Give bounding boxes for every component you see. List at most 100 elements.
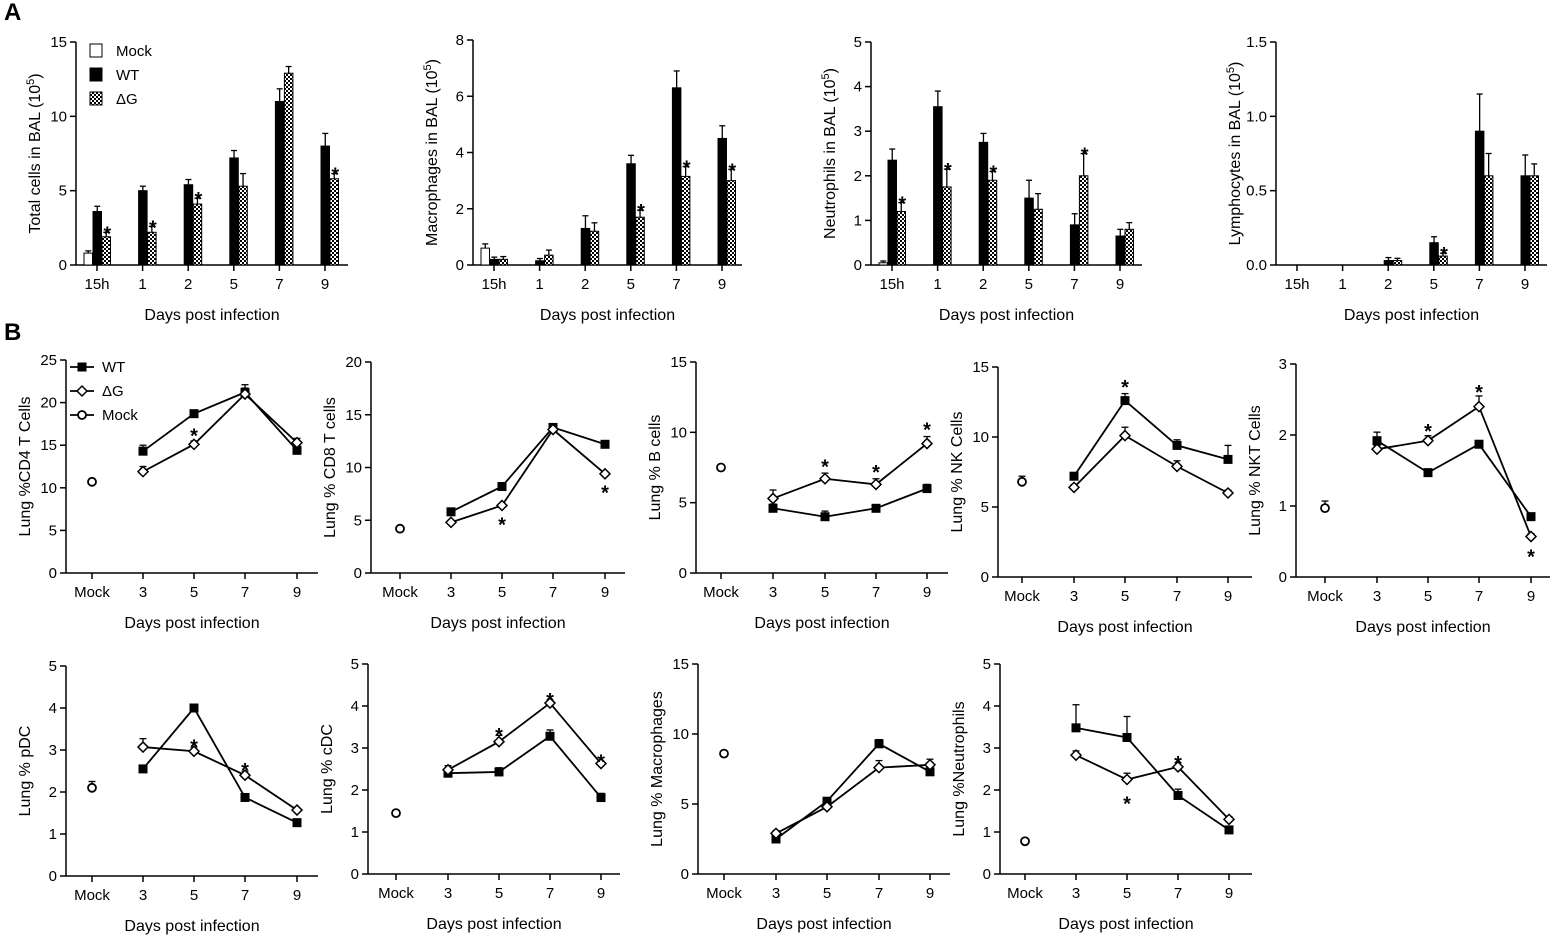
bar-delta-g: [896, 210, 906, 266]
significance-star: *: [190, 425, 198, 447]
y-axis-label: Neutrophils in BAL (105): [820, 68, 839, 239]
x-tick-label: 7: [1475, 276, 1483, 293]
marker-mock: [391, 808, 401, 818]
y-tick-label: 10: [672, 726, 689, 743]
bar-delta-g: [1078, 175, 1089, 266]
significance-star: *: [923, 420, 931, 442]
x-tick-label: 7: [1174, 885, 1182, 902]
y-tick-label: 10: [40, 480, 57, 497]
bar-delta-g: [283, 72, 294, 266]
bar-wt: [320, 145, 330, 266]
y-tick-label: 10: [972, 429, 989, 446]
series-line-wt: [772, 487, 928, 518]
marker-delta-g: [136, 465, 150, 478]
bar-delta-g: [1124, 228, 1134, 266]
series-line-delta-g: [772, 442, 928, 500]
marker-wt: [189, 703, 199, 713]
legend-label: ΔG: [116, 91, 138, 108]
y-tick-label: 0: [679, 565, 687, 582]
significance-star: *: [1424, 421, 1432, 443]
series-line-wt: [142, 706, 298, 824]
x-tick-label: Mock: [1307, 588, 1343, 605]
x-tick-label: 3: [444, 885, 452, 902]
marker-wt: [292, 445, 302, 455]
y-tick-label: 20: [345, 354, 362, 371]
marker-delta-g: [187, 745, 201, 758]
panel-label-a: A: [4, 0, 21, 26]
marker-delta-g: [290, 436, 304, 449]
y-tick-label: 10: [50, 108, 67, 125]
x-tick-label: Mock: [378, 885, 414, 902]
y-axis-label: Lymphocytes in BAL (105): [1225, 62, 1244, 246]
bar-delta-g: [544, 254, 554, 266]
series-line-delta-g: [1075, 754, 1230, 821]
series-line-wt: [1073, 399, 1229, 477]
panel-label-b: B: [4, 319, 21, 346]
bar-wt: [933, 106, 943, 266]
x-tick-label: 9: [926, 885, 934, 902]
marker-mock: [87, 476, 97, 487]
marker-delta-g: [136, 740, 150, 754]
marker-wt: [77, 362, 87, 372]
y-tick-label: 15: [345, 407, 362, 424]
marker-delta-g: [1069, 749, 1083, 762]
y-tick-label: 2: [854, 168, 862, 185]
x-tick-label: 7: [872, 584, 880, 601]
x-tick-label: 5: [1123, 885, 1131, 902]
x-tick-label: 2: [581, 276, 589, 293]
x-tick-label: 3: [1070, 588, 1078, 605]
y-tick-label: 2: [456, 201, 464, 218]
marker-wt: [240, 792, 250, 802]
y-tick-label: 2: [1279, 427, 1287, 444]
marker-mock: [87, 782, 97, 793]
y-tick-label: 0: [854, 257, 862, 274]
marker-wt: [446, 507, 456, 517]
y-axis-label: Lung % Macrophages: [649, 691, 666, 847]
marker-delta-g: [923, 758, 937, 771]
marker-wt: [600, 439, 610, 449]
bar-wt: [717, 137, 727, 266]
y-tick-label: 2: [49, 784, 57, 801]
significance-star: *: [149, 217, 157, 239]
x-tick-label: 5: [190, 887, 198, 904]
significance-star: *: [944, 160, 952, 182]
bar-delta-g: [942, 186, 952, 266]
y-axis-label: Total cells in BAL (105): [25, 73, 44, 233]
significance-star: *: [331, 165, 339, 187]
x-tick-label: 9: [597, 885, 605, 902]
legend-swatch: [89, 67, 103, 82]
marker-delta-g: [75, 384, 89, 398]
marker-wt: [925, 767, 935, 777]
y-tick-label: 4: [49, 700, 57, 717]
marker-mock: [1020, 836, 1030, 847]
y-axis-label: Lung % pDC: [17, 726, 34, 817]
y-tick-label: 5: [354, 512, 362, 529]
y-tick-label: 5: [983, 656, 991, 673]
significance-star: *: [1440, 244, 1448, 266]
y-tick-label: 4: [854, 79, 862, 96]
x-axis-label: Days post infection: [426, 916, 561, 933]
significance-star: *: [1123, 794, 1131, 816]
bar-delta-g: [635, 216, 645, 266]
y-tick-label: 15: [50, 34, 67, 51]
y-tick-label: 20: [40, 395, 57, 412]
y-tick-label: 5: [59, 183, 67, 200]
x-tick-label: Mock: [1007, 885, 1043, 902]
series-line-wt: [1376, 439, 1532, 518]
marker-wt: [1224, 825, 1234, 835]
bar-delta-g: [498, 258, 508, 266]
y-axis-label: Lung % CD8 T cells: [322, 397, 339, 538]
x-tick-label: 3: [1072, 885, 1080, 902]
x-tick-label: 5: [1025, 276, 1033, 293]
x-axis-label: Days post infection: [124, 615, 259, 632]
marker-wt: [138, 446, 148, 456]
y-tick-label: 1: [854, 212, 862, 229]
marker-wt: [1172, 440, 1182, 450]
x-tick-label: 9: [1116, 276, 1124, 293]
bar-delta-g: [238, 185, 248, 266]
x-tick-label: 7: [1173, 588, 1181, 605]
bar-delta-g: [726, 180, 736, 266]
x-axis-label: Days post infection: [124, 918, 259, 935]
significance-star: *: [821, 456, 829, 478]
x-tick-label: 15h: [84, 276, 109, 293]
